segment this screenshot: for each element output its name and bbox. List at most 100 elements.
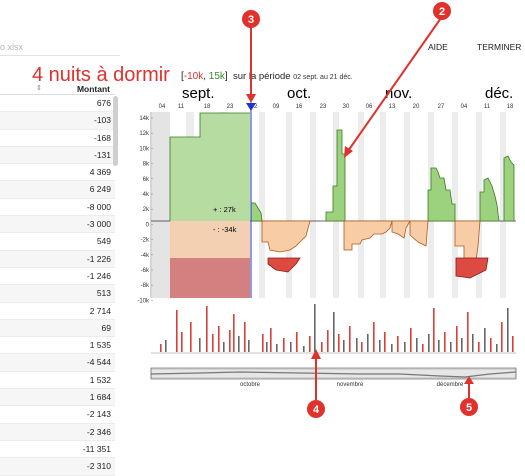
- table-row[interactable]: -2 346: [0, 423, 115, 441]
- transaction-bar: [404, 342, 406, 352]
- y-tick-label: 8k: [143, 162, 150, 168]
- table-scrollbar[interactable]: [113, 96, 118, 166]
- help-button[interactable]: AIDE: [428, 42, 448, 52]
- transaction-bar: [349, 326, 351, 352]
- y-tick-label: 10k: [139, 146, 150, 152]
- transaction-bar: [507, 308, 509, 352]
- transaction-bar: [501, 322, 503, 352]
- transaction-bar: [410, 328, 412, 352]
- transaction-bar: [160, 344, 162, 352]
- table-row[interactable]: -103: [0, 112, 115, 130]
- transaction-bar: [165, 340, 167, 352]
- deep-negative-area: [170, 257, 489, 298]
- transaction-bar: [309, 336, 311, 352]
- y-tick-label: 2k: [143, 207, 150, 213]
- finish-button[interactable]: TERMINER: [477, 42, 522, 52]
- day-tick-label: 20: [413, 104, 420, 110]
- transaction-bar: [262, 334, 264, 352]
- table-row[interactable]: 676: [0, 95, 115, 113]
- transaction-bar: [367, 334, 369, 352]
- transaction-bars: [160, 304, 514, 352]
- table-row[interactable]: -168: [0, 130, 115, 147]
- y-tick-label: -4k: [141, 253, 150, 259]
- annotation-badge: 5: [466, 402, 472, 414]
- transaction-bar: [244, 322, 246, 352]
- table-row[interactable]: 69: [0, 319, 115, 338]
- month-label: déc.: [485, 85, 513, 102]
- transaction-bar: [290, 342, 292, 352]
- annotation-badges: 2 3 4 5: [242, 2, 478, 418]
- annotation-badge: 4: [313, 404, 320, 416]
- transaction-bar: [484, 328, 486, 352]
- sort-icon[interactable]: ⇕: [36, 85, 42, 92]
- month-label: oct.: [287, 85, 311, 102]
- day-tick-label: 30: [343, 104, 350, 110]
- y-tick-label: 14k: [139, 116, 150, 122]
- day-tick-label: 04: [461, 104, 468, 110]
- table-row[interactable]: 6 249: [0, 181, 115, 199]
- y-tick-label: -6k: [141, 268, 150, 274]
- transaction-bar: [229, 330, 231, 352]
- period-text: sur la période 02 sept. au 21 déc.: [233, 71, 353, 82]
- transaction-bar: [296, 332, 298, 352]
- table-row[interactable]: -2 310: [0, 458, 115, 476]
- table-row[interactable]: -11 351: [0, 441, 115, 459]
- transaction-bar: [181, 332, 183, 352]
- range-separator: ,: [203, 71, 209, 82]
- transaction-bar: [361, 342, 363, 352]
- transaction-bar: [223, 342, 225, 352]
- search-input[interactable]: o xlsx: [0, 42, 120, 56]
- timeline-label: novembre: [337, 382, 364, 388]
- day-tick-label: 27: [438, 104, 445, 110]
- transaction-bar: [218, 326, 220, 352]
- column-header-montant: Montant: [76, 84, 110, 94]
- y-tick-label: 6k: [143, 177, 150, 183]
- table-row[interactable]: 1 532: [0, 372, 115, 390]
- table-row[interactable]: 549: [0, 233, 115, 251]
- timeline-selection: [150, 367, 517, 380]
- transaction-bar: [467, 312, 469, 352]
- table-row[interactable]: -1 226: [0, 250, 115, 268]
- transaction-bar: [321, 342, 323, 352]
- table-row[interactable]: -131: [0, 146, 115, 165]
- transaction-bar: [356, 338, 358, 352]
- table-row[interactable]: -4 544: [0, 354, 115, 372]
- transaction-bar: [238, 336, 240, 352]
- annotation-badge: 2: [439, 6, 445, 18]
- transaction-bar: [199, 338, 201, 352]
- day-tick-label: 06: [366, 104, 373, 110]
- transaction-bar: [450, 342, 452, 352]
- day-tick-label: 11: [178, 104, 185, 110]
- positive-total-label: + : 27k: [213, 205, 236, 214]
- balance-chart[interactable]: sept. oct. nov. déc. 04 11 18 23 02 09 16 23 30 0…: [0, 0, 525, 420]
- table-row[interactable]: -1 246: [0, 268, 115, 286]
- table-header[interactable]: ⇕ Montant: [0, 84, 115, 95]
- transaction-bar: [397, 336, 399, 352]
- period-label: sur la période: [233, 71, 291, 82]
- day-tick-label: 23: [320, 104, 327, 110]
- day-tick-label: 16: [296, 104, 303, 110]
- table-row[interactable]: 1 535: [0, 337, 115, 355]
- table-row[interactable]: 2 714: [0, 303, 115, 320]
- transaction-bar: [433, 308, 435, 352]
- transaction-bar: [343, 340, 345, 352]
- day-tick-label: 23: [227, 104, 234, 110]
- table-row[interactable]: -8 000: [0, 199, 115, 217]
- transaction-bar: [276, 344, 278, 352]
- range-negative: -10k: [183, 71, 204, 82]
- transaction-bar: [422, 344, 424, 352]
- transaction-bar: [478, 342, 480, 352]
- transaction-bar: [327, 330, 329, 352]
- table-row[interactable]: -3 000: [0, 216, 115, 234]
- transaction-bar: [496, 344, 498, 352]
- table-row[interactable]: 1 684: [0, 389, 115, 407]
- range-open: [: [181, 71, 184, 82]
- transaction-bar: [333, 312, 335, 352]
- transaction-bar: [206, 306, 208, 352]
- table-row[interactable]: 4 369: [0, 164, 115, 182]
- transaction-bar: [472, 334, 474, 352]
- transaction-bar: [428, 334, 430, 352]
- table-row[interactable]: 513: [0, 285, 115, 303]
- transaction-bar: [379, 340, 381, 352]
- y-tick-label: 4k: [143, 192, 150, 198]
